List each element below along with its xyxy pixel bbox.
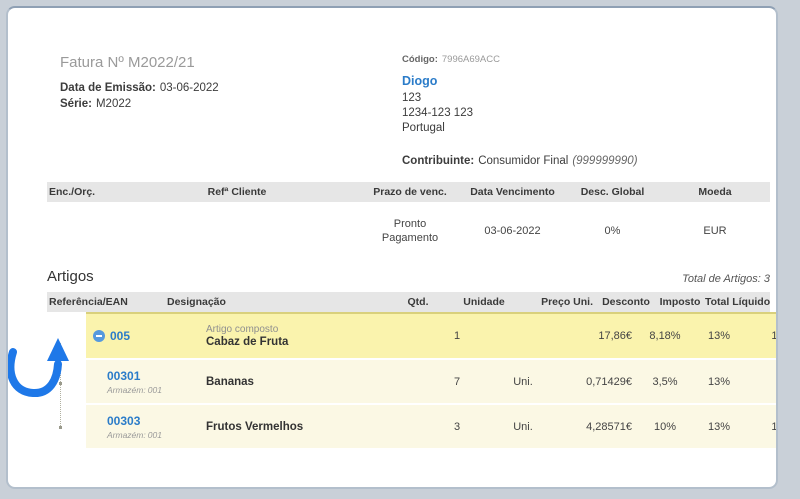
article-name: Cabaz de Fruta (206, 336, 289, 348)
article-total: 13,07€ (771, 420, 778, 433)
article-unit: Uni. (513, 375, 533, 388)
articles-header-qty: Qtd. (407, 296, 429, 308)
invoice-card: Fatura Nº M2022/21 Data de Emissão: 03-06… (6, 6, 778, 489)
summary-header-enc: Enc./Orç. (49, 186, 96, 198)
article-discount: 10% (653, 420, 677, 433)
component-tree-connector (60, 343, 61, 428)
summary-value-prazo: Pronto Pagamento (381, 218, 439, 244)
article-tax: 13% (707, 375, 731, 388)
article-name: Bananas (206, 375, 254, 388)
article-type-note: Artigo composto (206, 324, 279, 335)
article-total: 5,46€ (744, 376, 776, 388)
summary-header-moeda: Moeda (698, 186, 732, 198)
articles-table-body: 005 Artigo composto Cabaz de Fruta 1 17,… (8, 312, 776, 448)
summary-header-prazo: Prazo de venc. (373, 186, 447, 198)
articles-header-tax: Imposto (659, 296, 701, 308)
articles-header-total: Total Líquido (705, 296, 771, 308)
summary-value-data-vencimento: 03-06-2022 (484, 225, 541, 237)
summary-value-desc-global: 0% (604, 225, 621, 237)
article-row-cabaz-de-fruta[interactable]: 005 Artigo composto Cabaz de Fruta 1 17,… (86, 312, 778, 358)
article-total: 18,53€ (771, 330, 778, 342)
articles-header-ref: Referência/EAN (49, 296, 128, 308)
invoice-header-section: Fatura Nº M2022/21 Data de Emissão: 03-06… (8, 8, 776, 167)
articles-header-price: Preço Uni. (541, 296, 593, 308)
article-discount: 3,5% (652, 375, 678, 388)
warehouse-label: Armazém: (107, 429, 146, 440)
summary-header-row: Enc./Orç. Refª Cliente Prazo de venc. Da… (47, 182, 770, 202)
taxpayer-label: Contribuinte: (402, 155, 475, 167)
warehouse-value: 001 (147, 429, 162, 440)
article-row-bananas[interactable]: 00301 Armazém: 001 Bananas 7 Uni. 0,71429… (86, 358, 776, 403)
taxpayer-value: Consumidor Final (478, 155, 569, 167)
summary-header-ref-cliente: Refª Cliente (207, 186, 267, 198)
articles-header-designacao: Designação (167, 296, 226, 308)
invoice-title: Fatura Nº M2022/21 (60, 54, 195, 71)
series-value: M2022 (95, 98, 132, 110)
article-unit-price: 0,71429€ (586, 375, 632, 388)
article-qty: 3 (453, 420, 461, 433)
articles-header-row: Referência/EAN Designação Qtd. Unidade P… (47, 292, 770, 312)
article-unit-price: 4,28571€ (586, 420, 632, 433)
issue-date-label: Data de Emissão: (60, 82, 156, 94)
customer-code-value: 7996A69ACC (441, 54, 500, 65)
taxpayer-number: (999999990) (572, 155, 638, 167)
annotation-arrow (8, 338, 69, 397)
article-qty: 7 (453, 375, 461, 388)
articles-header-discount: Desconto (602, 296, 650, 308)
series-label: Série: (60, 98, 92, 110)
collapse-toggle-icon[interactable] (93, 330, 105, 342)
article-unit-price: 17,86€ (598, 330, 632, 342)
summary-header-data-vencimento: Data Vencimento (470, 186, 555, 198)
article-discount: 8,18% (649, 330, 681, 342)
component-tree-node (59, 426, 62, 429)
customer-address-line: 123 (402, 92, 422, 104)
customer-address-line: Portugal (402, 122, 445, 134)
article-unit: Uni. (513, 420, 533, 433)
summary-header-desc-global: Desc. Global (580, 186, 645, 198)
issue-date-value: 03-06-2022 (159, 82, 219, 94)
customer-address-line: 1234-123 123 (402, 107, 473, 119)
article-qty: 1 (453, 330, 461, 342)
customer-name-link[interactable]: Diogo (402, 74, 438, 88)
summary-value-moeda: EUR (703, 225, 727, 237)
article-row-frutos-vermelhos[interactable]: 00303 Armazém: 001 Frutos Vermelhos 3 Uni… (86, 403, 778, 448)
articles-header-unit: Unidade (463, 296, 505, 308)
summary-values-row: Pronto Pagamento 03-06-2022 0% EUR (47, 214, 770, 248)
article-name: Frutos Vermelhos (206, 420, 304, 433)
article-ref-link[interactable]: 00303 (107, 413, 141, 428)
articles-total-count: Total de Artigos: 3 (682, 273, 770, 285)
article-ref-link[interactable]: 00301 (107, 368, 141, 383)
customer-code-label: Código: (402, 54, 438, 65)
warehouse-label: Armazém: (107, 384, 146, 395)
articles-section-title: Artigos (47, 268, 94, 285)
article-tax: 13% (707, 330, 731, 342)
warehouse-value: 001 (147, 384, 162, 395)
article-ref-link[interactable]: 005 (110, 329, 131, 343)
article-tax: 13% (707, 420, 731, 433)
component-tree-node (59, 382, 62, 385)
